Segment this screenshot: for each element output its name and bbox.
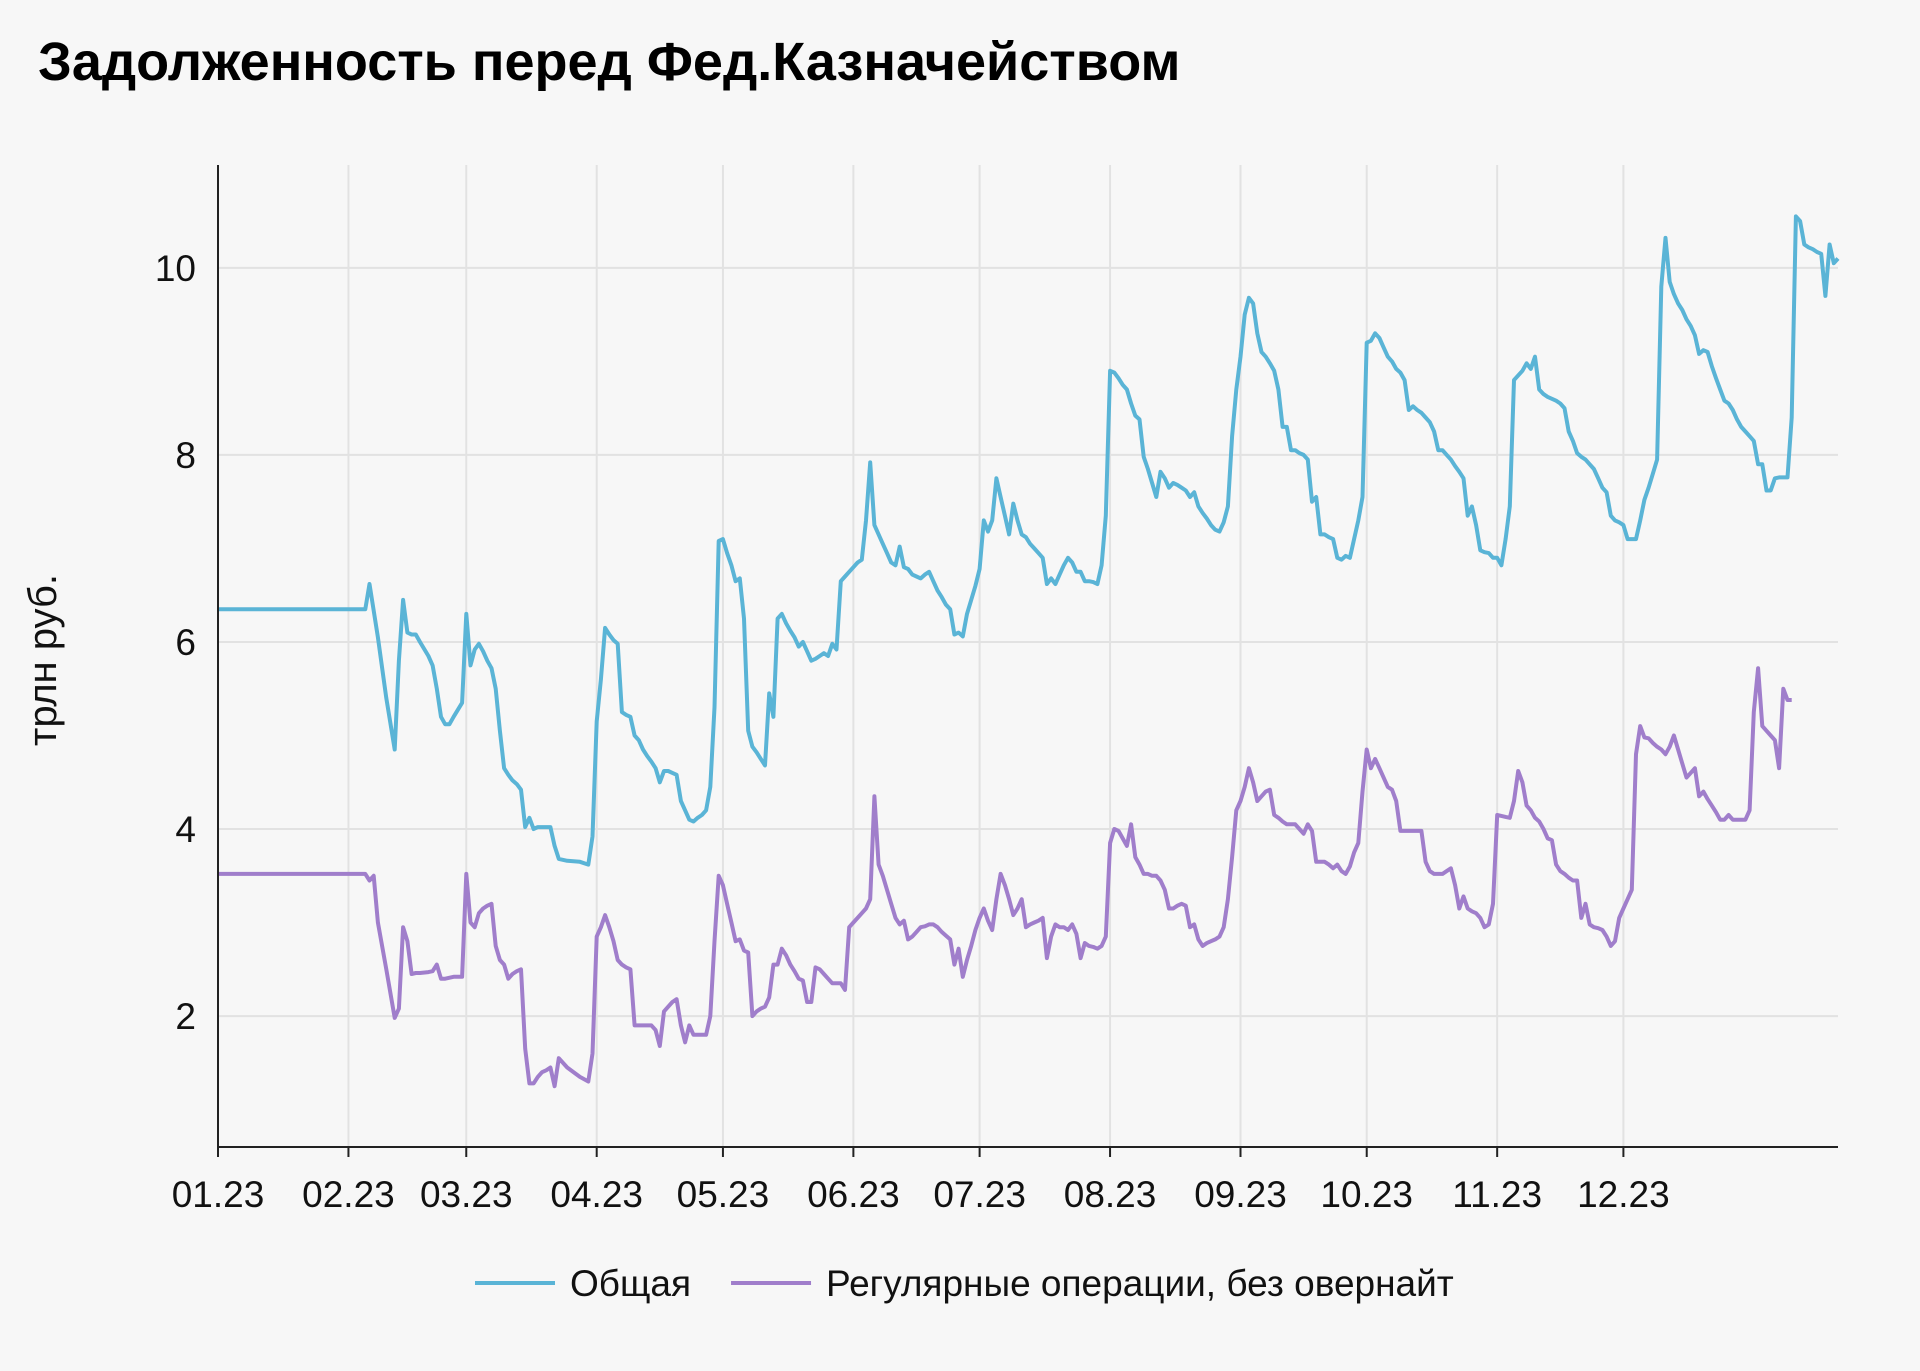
gridlines [217, 165, 1838, 1147]
series-line-2 [218, 666, 1792, 1089]
x-tick-label: 09.23 [1194, 1174, 1287, 1215]
x-tick-label: 03.23 [420, 1174, 513, 1215]
x-tick-label: 07.23 [933, 1174, 1026, 1215]
y-tick-label: 2 [175, 996, 196, 1037]
y-tick-label: 6 [175, 622, 196, 663]
series-line-1 [218, 214, 1840, 867]
x-tick-label: 08.23 [1064, 1174, 1157, 1215]
x-tick-label: 05.23 [677, 1174, 770, 1215]
y-tick-label: 4 [175, 809, 196, 850]
chart-title: Задолженность перед Фед.Казначейством [38, 32, 1180, 92]
x-tick-label: 12.23 [1577, 1174, 1670, 1215]
x-tick-labels: 01.23 02.23 03.23 04.23 05.23 06.23 07.23 08.23… [172, 1147, 1670, 1215]
x-tick-label: 04.23 [550, 1174, 643, 1215]
x-tick-label: 02.23 [302, 1174, 395, 1215]
x-tick-label: 01.23 [172, 1174, 265, 1215]
x-tick-label: 06.23 [807, 1174, 900, 1215]
y-axis-label: трлн руб. [21, 574, 65, 746]
axes [217, 165, 1838, 1148]
legend-label-1: Общая [570, 1263, 691, 1304]
legend-label-2: Регулярные операции, без овернайт [826, 1263, 1454, 1304]
legend: Общая Регулярные операции, без овернайт [475, 1263, 1454, 1304]
series-lines [218, 214, 1840, 1089]
x-tick-label: 10.23 [1320, 1174, 1413, 1215]
y-tick-labels: 2 4 6 8 10 [155, 248, 196, 1037]
y-tick-label: 10 [155, 248, 196, 289]
y-tick-label: 8 [175, 435, 196, 476]
x-tick-label: 11.23 [1452, 1174, 1542, 1215]
